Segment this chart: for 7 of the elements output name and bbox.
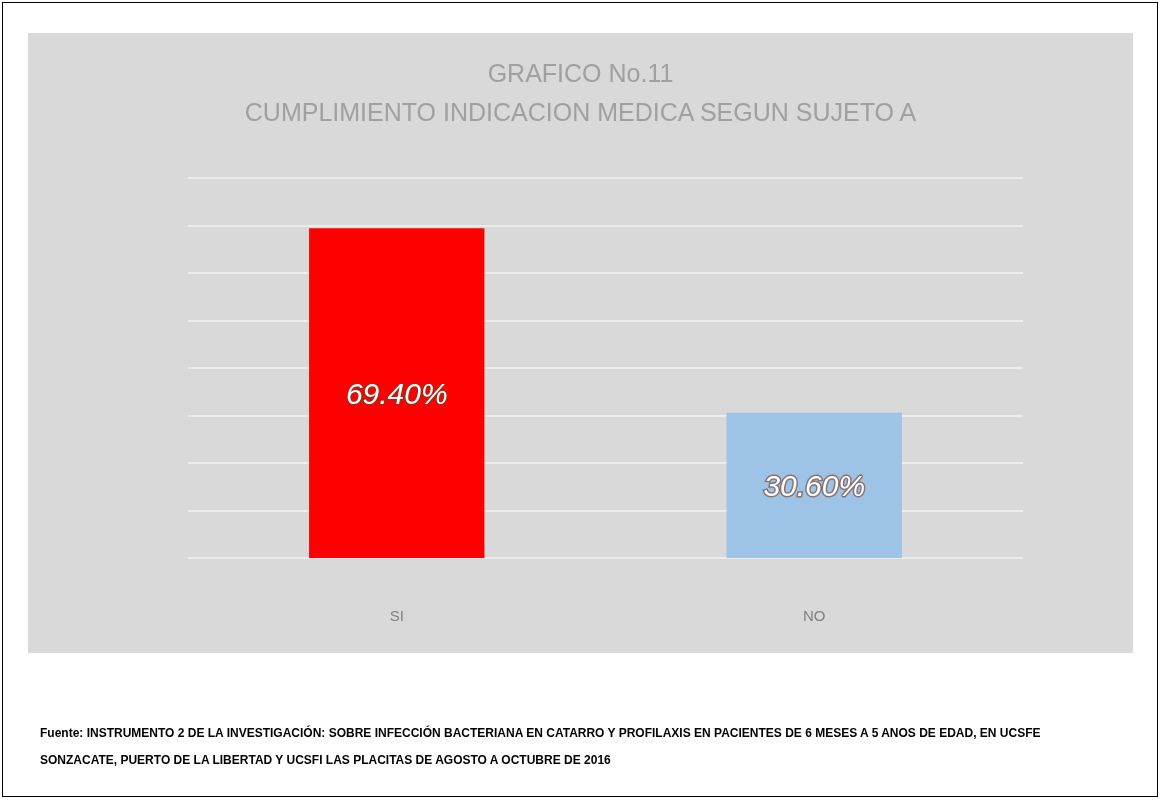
data-label: 30.60% [763,468,866,502]
data-label: 69.40% [345,376,448,410]
x-tick-label: SI [389,607,404,624]
chart-subtitle: CUMPLIMIENTO INDICACION MEDICA SEGUN SUJETO A [244,97,917,126]
source-note: Fuente: INSTRUMENTO 2 DE LA INVESTIGACIÓN: SOBRE INFECCIÓN BACTERIANA EN CATARRO Y PROFILAXIS EN PACIENTES DE 6 MESES A 5 ANOS DE EDAD, EN UCSFE SONZACATE, PUERTO DE LA LIBERTAD Y UCSFI LAS PLACITAS DE AGOSTO A OCTUBRE DE 2016 [40,724,1042,769]
chart-title: GRAFICO No.11 [487,58,674,87]
x-tick-label: NO [803,607,826,624]
